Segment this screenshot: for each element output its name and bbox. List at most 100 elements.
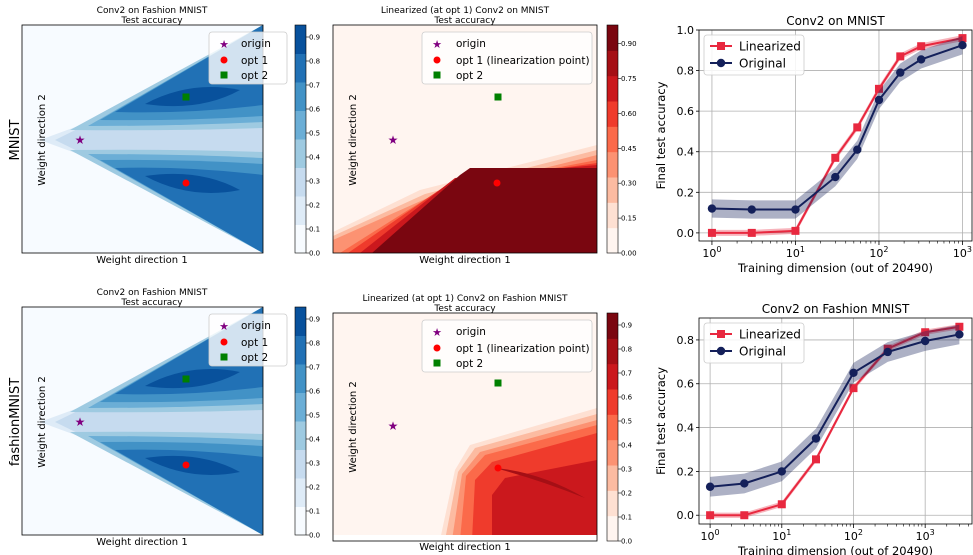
panel-5-star: ★ [388, 419, 399, 433]
chart-legend: Linearized Original [703, 322, 805, 364]
colorbar-tick-label: 0.30 [621, 180, 637, 188]
data-point-linearized [747, 228, 756, 237]
colorbar-step [607, 50, 618, 77]
colorbar-tick-label: 0.0 [621, 538, 632, 546]
panel-1-star: ★ [75, 133, 86, 147]
colorbar-tick-label: 0.5 [621, 418, 632, 426]
panel-4-title: Conv2 on Fashion MNIST [97, 288, 208, 298]
y-axis-label: Final test accuracy [654, 367, 668, 475]
colorbar-tick-label: 0.3 [309, 460, 320, 468]
colorbar-tick-label: 0.2 [309, 202, 320, 210]
legend-opt1: opt 1 [241, 55, 268, 67]
colorbar-step [607, 515, 618, 542]
colorbar-step [607, 465, 618, 491]
panel-2-colorbar: 0.00 0.15 0.30 0.45 0.60 0.75 0.90 [606, 24, 637, 258]
colorbar-tick-label: 0.0 [309, 532, 320, 540]
panel-2-title: Linearized (at opt 1) Conv2 on MNIST [381, 6, 550, 16]
panel-4-star: ★ [75, 415, 86, 429]
colorbar-tick-label: 0.3 [621, 466, 632, 474]
y-tick-label: 0.0 [677, 509, 695, 522]
data-point-original [874, 95, 884, 105]
panel-1-legend: ★ origin opt 1 opt 2 [208, 31, 288, 85]
colorbar-tick-label: 0.45 [621, 145, 637, 153]
legend-opt2: opt 2 [241, 352, 268, 364]
colorbar-step [295, 421, 306, 450]
x-tick-label: 100 [701, 528, 720, 543]
legend-label: Original [739, 57, 786, 71]
line-chart-fashion: Conv2 on Fashion MNIST 0.0 0.2 0.4 0.6 0.8 100… [654, 302, 973, 555]
panel-2-ylabel: Weight direction 2 [348, 94, 359, 185]
data-point-original [707, 204, 717, 213]
series-line [710, 333, 960, 488]
plot-frame [698, 317, 973, 525]
panel-4-frame [21, 306, 264, 536]
legend-marker-original [716, 58, 726, 68]
data-point-original [791, 205, 800, 214]
colorbar-tick-label: 0.6 [621, 394, 633, 402]
x-tick-label: 103 [916, 528, 935, 543]
colorbar-frame [294, 24, 307, 254]
x-tick-label: 100 [702, 245, 721, 260]
panel-2-xlabel: Weight direction 1 [419, 255, 510, 266]
y-tick-label: 1.0 [677, 24, 695, 37]
x-axis-label: Training dimension (out of 20490) [737, 261, 933, 275]
data-point-original [747, 205, 756, 214]
panel-2-frame [332, 24, 598, 254]
legend-marker-original [716, 346, 726, 356]
colorbar-tick-label: 0.00 [621, 250, 637, 258]
panel-1-title: Conv2 on Fashion MNIST [97, 6, 208, 16]
colorbar-tick-label: 0.5 [309, 130, 320, 138]
colorbar-tick-label: 0.5 [309, 412, 320, 420]
series-band [711, 36, 963, 219]
y-tick-label: 0.6 [677, 105, 695, 118]
data-point-original [740, 479, 749, 488]
line-chart-mnist: Conv2 on MNIST 0.0 0.2 0.4 0.6 0.8 1.0 100 101 10… [654, 14, 973, 275]
y-tick-label: 0.8 [677, 334, 695, 347]
data-point-original [853, 145, 862, 154]
legend-origin-star: ★ [432, 326, 442, 339]
data-point-linearized [958, 34, 967, 43]
panel-5-colorbar: 0.0 0.1 0.2 0.3 0.4 0.5 0.6 0.7 0.8 0.9 [606, 312, 633, 546]
colorbar-step [607, 313, 618, 339]
colorbar-tick-label: 0.90 [621, 40, 637, 48]
legend-opt1-lin: opt 1 (linearization point) [456, 55, 590, 67]
y-axis-label: Final test accuracy [654, 81, 668, 189]
y-tick-label: 0.2 [677, 186, 695, 199]
panel-1-opt1-marker [182, 179, 190, 187]
colorbar-step [607, 389, 618, 415]
legend-opt2: opt 2 [456, 358, 483, 370]
x-tick-label: 103 [953, 245, 972, 260]
panel-2-opt1-marker [493, 179, 501, 187]
colorbar-step [295, 224, 306, 254]
data-point-linearized [849, 384, 858, 393]
landscape-panel-5: Linearized (at opt 1) Conv2 on Fashion M… [332, 294, 633, 553]
panel-4-xlabel: Weight direction 1 [96, 537, 187, 548]
colorbar-step [295, 110, 306, 140]
colorbar-step [607, 25, 618, 51]
colorbar-step [607, 490, 618, 517]
colorbar-frame [294, 306, 307, 536]
data-point-linearized [896, 52, 905, 61]
panel-1-opt2-marker [182, 93, 190, 101]
colorbar-step [607, 414, 618, 441]
row-label-mnist: MNIST [8, 119, 23, 160]
contour-band [372, 168, 597, 253]
legend-origin-star: ★ [219, 38, 229, 51]
colorbar-tick-label: 0.3 [309, 178, 320, 186]
data-point-original [896, 68, 905, 77]
colorbar-step [295, 25, 306, 54]
colorbar-tick-label: 0.2 [309, 484, 320, 492]
data-point-linearized [811, 455, 820, 464]
legend-origin: origin [456, 326, 486, 338]
colorbar-tick-label: 0.1 [309, 508, 320, 516]
colorbar-tick-label: 0.9 [309, 34, 320, 42]
legend-opt2-marker [220, 353, 228, 361]
contour-band [145, 173, 240, 193]
colorbar-step [607, 439, 618, 466]
panel-1-frame [21, 24, 264, 254]
data-point-linearized [917, 42, 926, 51]
data-point-linearized [707, 228, 716, 237]
colorbar-step [607, 151, 618, 178]
legend-opt2-marker [220, 71, 228, 79]
colorbar-step [295, 449, 306, 479]
